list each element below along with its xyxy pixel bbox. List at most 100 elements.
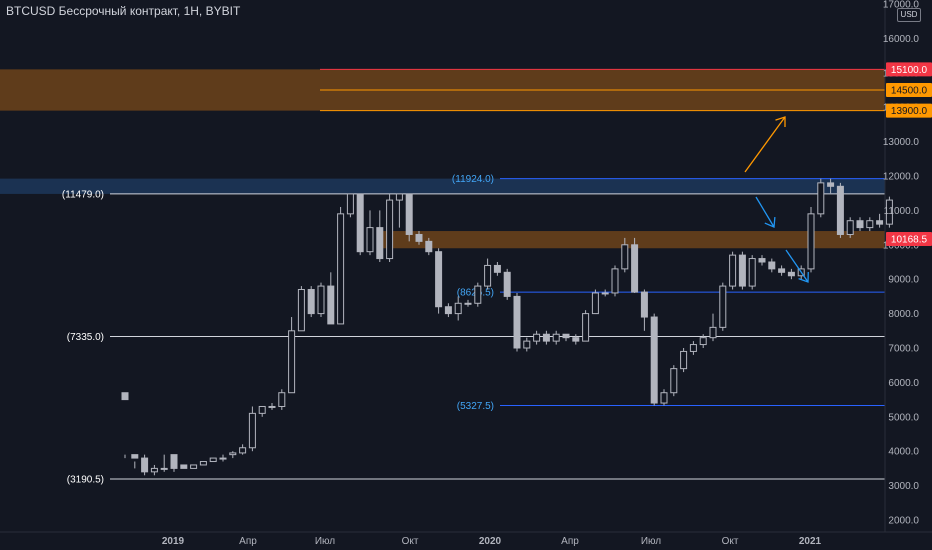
candle-body — [601, 292, 609, 295]
candle-body — [523, 340, 531, 349]
candle-body — [533, 333, 541, 342]
price-tag-label: 10168.5 — [891, 235, 928, 246]
candle-body — [660, 392, 668, 404]
candle-body — [337, 213, 345, 325]
candle-body — [376, 227, 384, 260]
candle-body — [199, 461, 207, 466]
candle-body — [729, 254, 737, 287]
candle-body — [876, 220, 884, 225]
arrow-down-short — [755, 196, 775, 228]
candle-body — [709, 326, 717, 339]
candle-body — [572, 337, 580, 342]
candle-body — [219, 457, 227, 460]
y-tick-label: 8000.0 — [888, 309, 919, 320]
y-tick-label: 6000.0 — [888, 378, 919, 389]
candle-body — [366, 227, 374, 253]
candle-body — [395, 193, 403, 201]
candle-body — [297, 289, 305, 332]
candle-body — [415, 233, 423, 242]
candle-body — [621, 244, 629, 270]
candle-body — [493, 264, 501, 273]
y-tick-label: 11000.0 — [884, 206, 920, 217]
candle-body — [542, 333, 550, 342]
level-label: (11479.0) — [62, 189, 104, 200]
candle-body — [562, 333, 570, 339]
arrow-up — [744, 116, 786, 173]
x-tick-label: 2019 — [162, 536, 185, 547]
candle-body — [346, 193, 354, 215]
chart-title: BTCUSD Бессрочный контракт, 1H, BYBIT — [6, 4, 241, 18]
arrow-down-long-head — [798, 271, 809, 283]
candle-body — [121, 392, 129, 401]
candle-body — [307, 289, 315, 315]
y-tick-label: 5000.0 — [888, 412, 919, 423]
price-tag — [886, 83, 932, 97]
price-tag — [886, 62, 932, 77]
candle-body — [787, 271, 795, 277]
candle-body — [288, 330, 296, 394]
candle-body — [827, 182, 835, 187]
y-tick-label: 4000.0 — [888, 447, 919, 458]
x-tick-label: Июл — [641, 536, 661, 547]
candle-body — [631, 244, 639, 293]
y-tick-label: 17000.0 — [883, 0, 920, 11]
candle-body — [866, 220, 874, 229]
y-tick-label: 7000.0 — [888, 344, 919, 355]
candle-body — [464, 302, 472, 305]
candle-body — [670, 368, 678, 394]
currency-badge[interactable]: USD — [897, 8, 921, 22]
candle-body — [513, 295, 521, 349]
y-tick-label: 16000.0 — [883, 34, 920, 45]
arrow-down-long — [785, 249, 809, 283]
candle-body — [278, 392, 286, 407]
candle-body — [150, 467, 158, 473]
candle-body — [885, 199, 893, 225]
candle-body — [846, 220, 854, 235]
x-tick-label: Окт — [722, 536, 739, 547]
candle-body — [327, 285, 335, 325]
x-tick-label: 2021 — [799, 536, 822, 547]
candle-body — [503, 271, 511, 297]
y-tick-label: 9000.0 — [888, 275, 919, 286]
price-tag-label: 14500.0 — [891, 86, 928, 97]
candle-body — [141, 457, 149, 473]
candle-body — [856, 220, 864, 229]
candle-body — [689, 344, 697, 352]
x-tick-label: Апр — [561, 536, 579, 547]
level-label: (7335.0) — [67, 332, 104, 343]
candle-body — [229, 452, 237, 456]
candle-body — [190, 464, 198, 469]
candle-body — [640, 291, 648, 318]
candle-body — [454, 302, 462, 315]
candle-body — [317, 285, 325, 315]
candle-body — [444, 306, 452, 315]
candle-body — [239, 447, 247, 454]
candle-body — [738, 254, 746, 287]
arrow-down-short-head — [764, 216, 776, 228]
x-tick-label: 2020 — [479, 536, 502, 547]
candle-body — [768, 261, 776, 270]
y-tick-label: 13000.0 — [883, 137, 920, 148]
candle-body — [386, 199, 394, 260]
candle-body — [591, 292, 599, 315]
price-tag-label: 15100.0 — [891, 65, 928, 76]
candle-body — [131, 454, 139, 459]
candle-body — [356, 193, 364, 253]
level-label: (5327.5) — [457, 401, 494, 412]
candle-body — [758, 258, 766, 263]
candle-body — [209, 457, 217, 463]
y-tick-label: 12000.0 — [883, 172, 920, 183]
candle-body — [778, 268, 786, 273]
candle-body — [582, 313, 590, 342]
candle-body — [484, 264, 492, 287]
candle-body — [435, 251, 443, 308]
arrow-up-head — [775, 116, 786, 128]
candle-body — [699, 337, 707, 346]
y-tick-label: 3000.0 — [888, 481, 919, 492]
candle-body — [719, 285, 727, 328]
price-tag — [886, 103, 932, 118]
candle-body — [680, 350, 688, 370]
y-tick-label: 2000.0 — [888, 516, 919, 527]
candle-body — [160, 467, 168, 470]
